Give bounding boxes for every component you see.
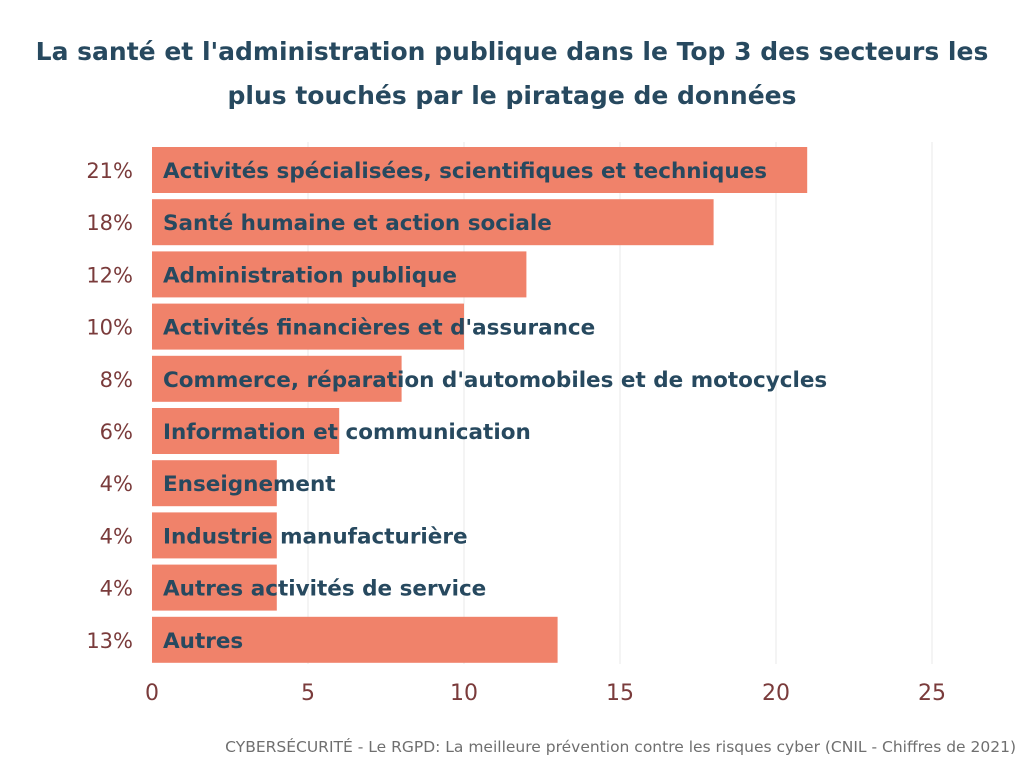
value-label: 21% [86,159,133,183]
x-tick-label: 10 [450,681,478,706]
value-label: 12% [86,263,133,287]
category-label: Information et communication [163,420,531,445]
value-labels: 21% 18% 12% 10% 8% 6% 4% 4% 4% 13% [86,159,133,653]
value-label: 4% [100,577,133,601]
x-tick-label: 20 [762,681,790,706]
value-label: 13% [86,629,133,653]
category-label: Activités financières et d'assurance [163,316,595,341]
source-caption: CYBERSÉCURITÉ - Le RGPD: La meilleure pr… [225,738,1016,756]
bar [152,199,714,246]
chart-title: La santé et l'administration publique da… [0,30,1024,118]
bar [152,460,277,507]
category-label: Santé humaine et action sociale [163,211,552,236]
bar [152,408,340,454]
value-label: 8% [100,368,133,392]
category-label: Commerce, réparation d'automobiles et de… [163,368,827,393]
value-label: 18% [86,211,133,235]
x-tick-label: 5 [301,681,315,706]
bar [152,147,808,193]
x-tick-label: 0 [145,681,159,706]
category-labels: Activités spécialisées, scientifiques et… [163,159,827,654]
value-label: 6% [100,420,133,444]
chart-title-line-2: plus touchés par le piratage de données [227,81,797,110]
x-tick-label: 25 [918,681,946,706]
value-label: 4% [100,472,133,496]
category-label: Autres [163,629,243,654]
x-tick-label: 15 [606,681,634,706]
bar [152,355,402,402]
bar [152,512,277,559]
bars [152,147,808,663]
category-label: Enseignement [163,472,336,497]
category-label: Activités spécialisées, scientifiques et… [163,159,767,184]
bar [152,251,527,298]
value-label: 10% [86,316,133,340]
category-label: Industrie manufacturière [163,524,468,549]
bar [152,303,464,350]
bar [152,616,558,663]
x-axis-tick-labels: 0 5 10 15 20 25 [145,681,946,706]
chart-title-line-1: La santé et l'administration publique da… [35,37,989,66]
category-label: Autres activités de service [163,577,486,602]
bar [152,564,277,611]
value-label: 4% [100,524,133,548]
category-label: Administration publique [163,263,457,288]
